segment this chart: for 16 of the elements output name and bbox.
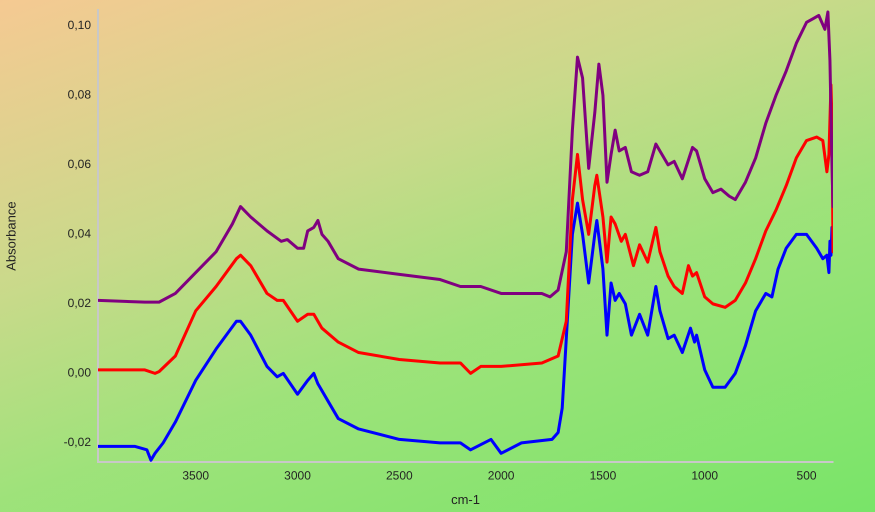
y-tick-label: 0,02 bbox=[68, 296, 92, 310]
x-tick-label: 2500 bbox=[386, 468, 413, 483]
y-tick-label: 0,06 bbox=[68, 157, 92, 172]
y-axis-title: Absorbance bbox=[3, 201, 18, 271]
x-tick-label: 500 bbox=[796, 468, 817, 483]
x-axis-title: cm-1 bbox=[451, 492, 480, 507]
x-tick-label: 2000 bbox=[488, 468, 515, 483]
x-tick-label: 1500 bbox=[590, 468, 617, 483]
y-tick-label: -0,02 bbox=[64, 435, 92, 450]
y-tick-label: 0,04 bbox=[68, 226, 92, 241]
x-tick-label: 3500 bbox=[182, 468, 210, 483]
x-tick-label: 1000 bbox=[691, 468, 718, 483]
x-tick-label: 3000 bbox=[284, 468, 312, 483]
y-tick-label: 0,00 bbox=[68, 366, 92, 380]
y-tick-label: 0,10 bbox=[68, 18, 92, 32]
y-tick-label: 0,08 bbox=[68, 88, 92, 102]
